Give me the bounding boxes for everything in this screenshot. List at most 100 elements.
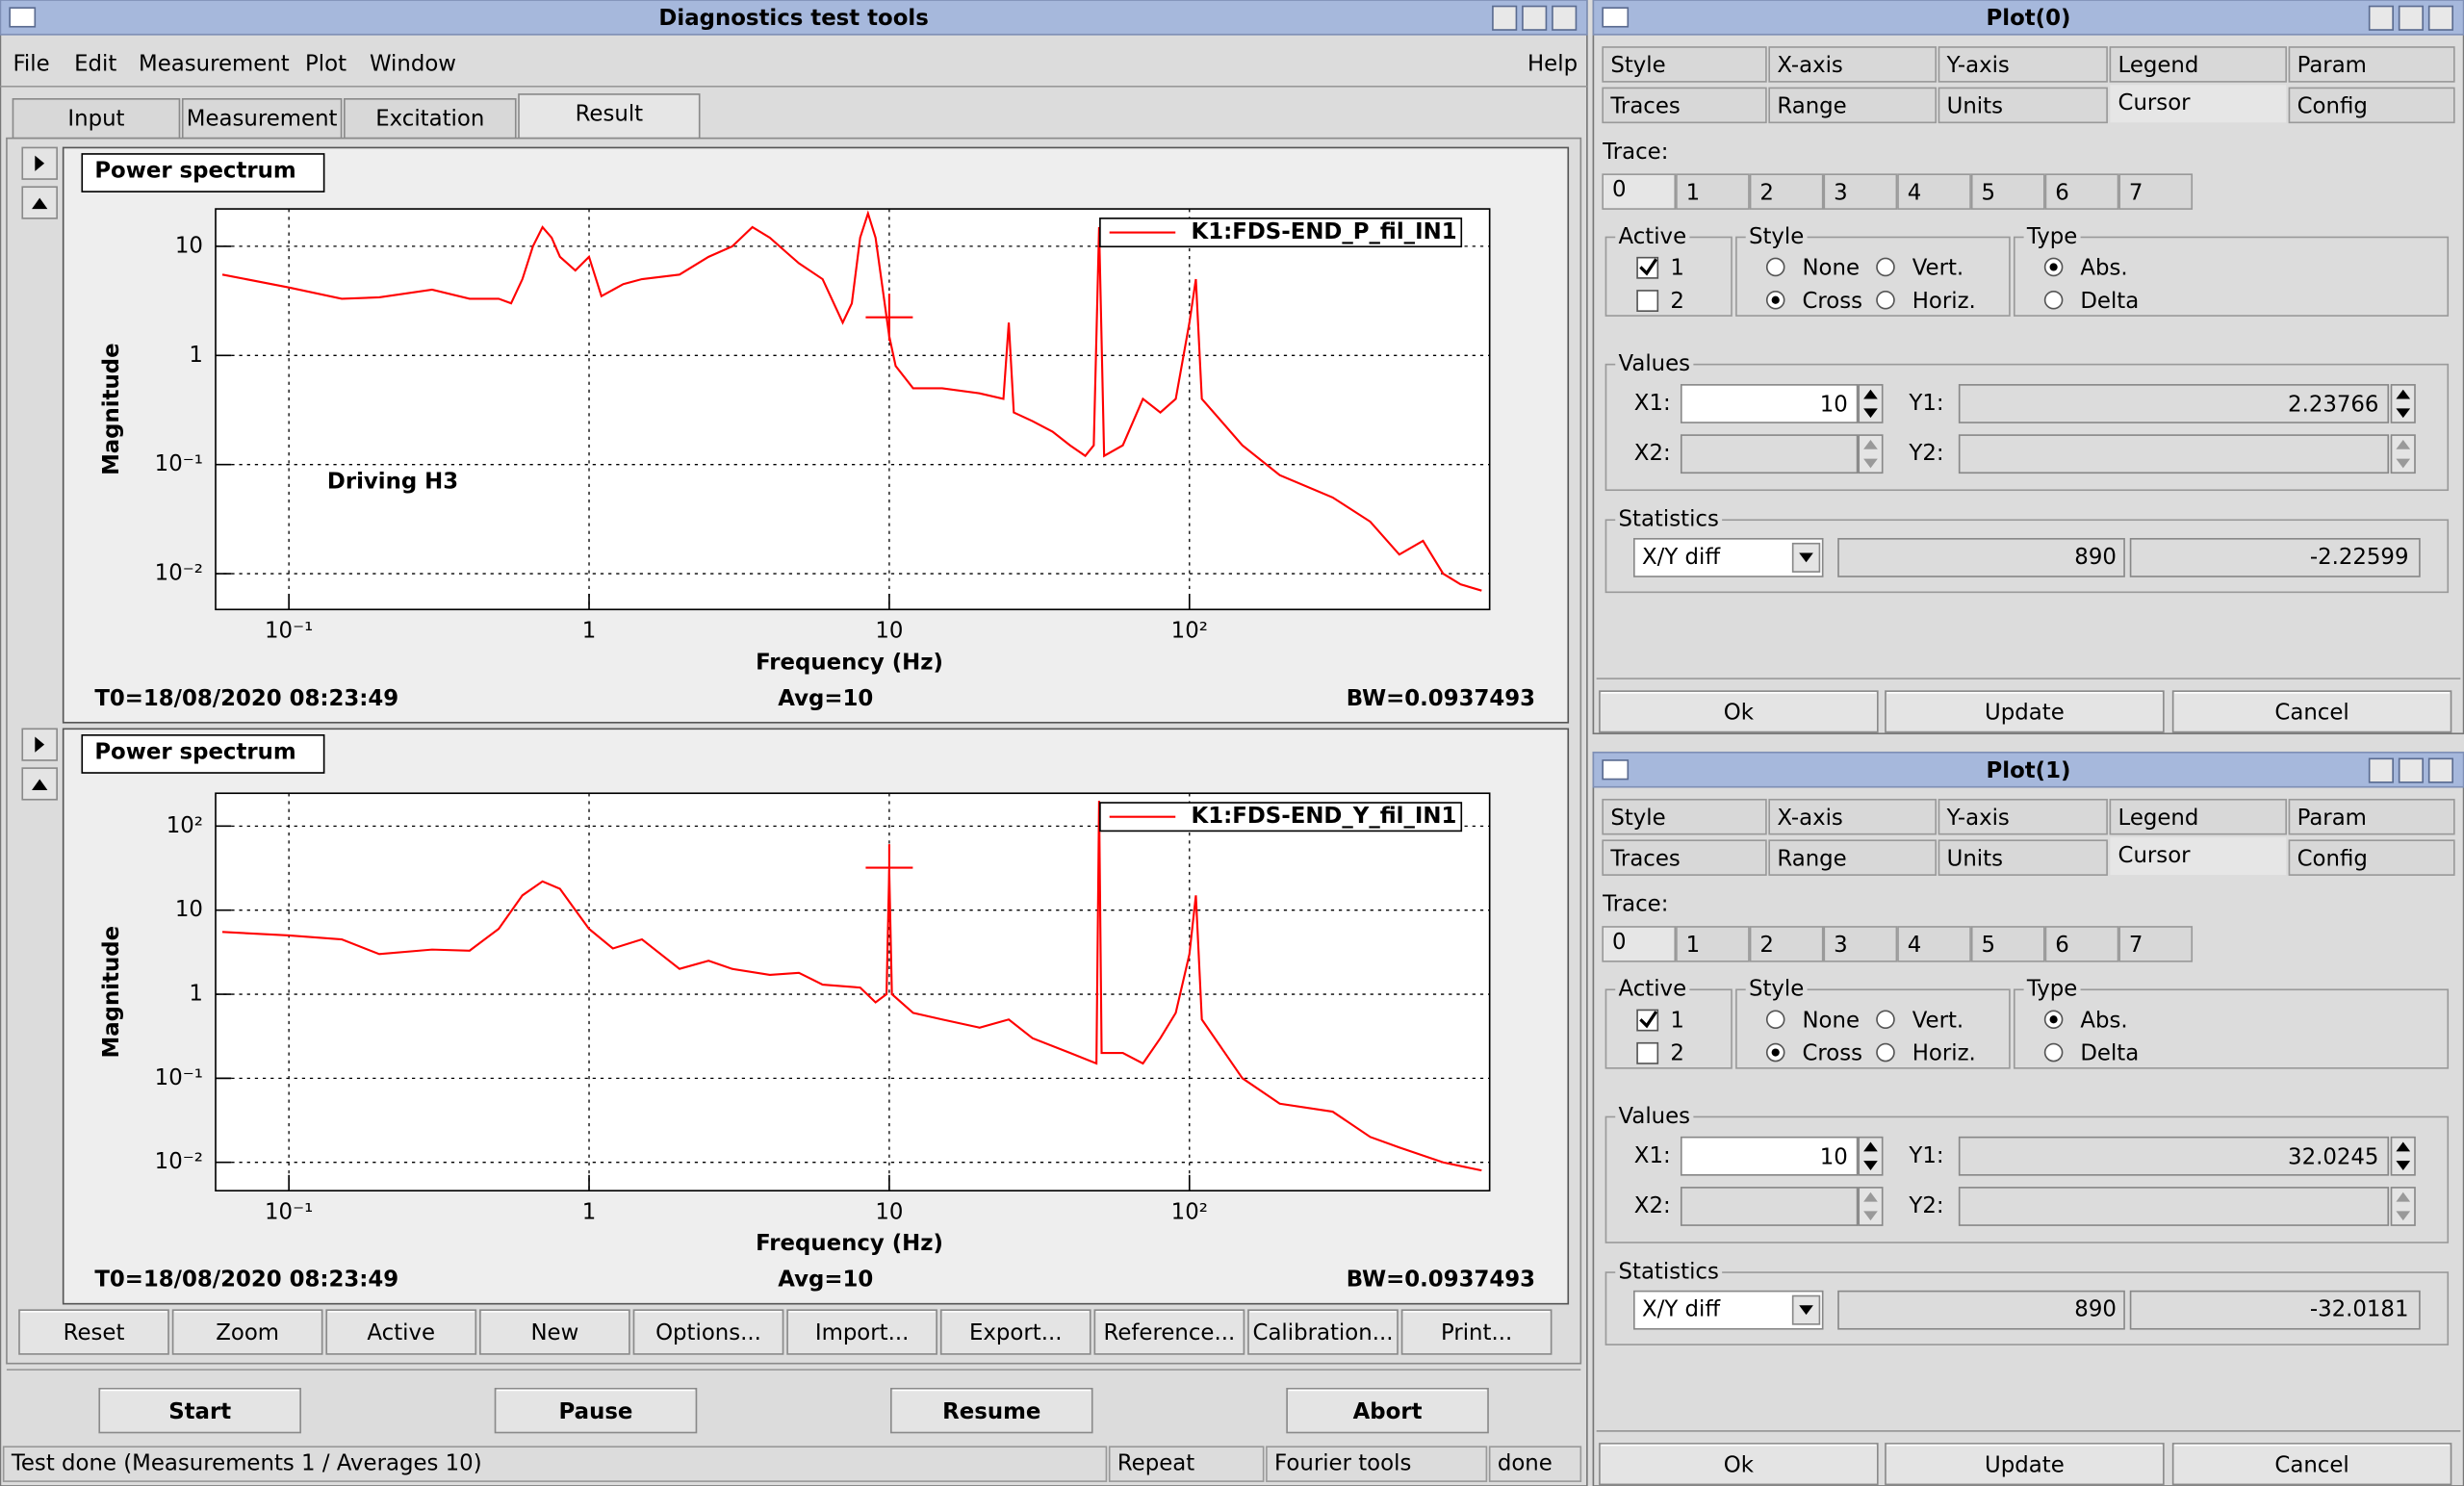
radio[interactable] <box>1876 257 1895 277</box>
trace-tab-label[interactable]: 5 <box>1982 933 1996 958</box>
dialog-button[interactable] <box>1885 1443 2165 1486</box>
tab[interactable] <box>12 98 181 140</box>
trace-tab-label[interactable]: 7 <box>2129 933 2143 958</box>
minimize-button[interactable] <box>2368 757 2394 783</box>
toolbar-button[interactable] <box>1247 1309 1399 1355</box>
dialog-button[interactable] <box>2171 690 2452 733</box>
dialog-button[interactable] <box>1599 1443 1879 1486</box>
tab[interactable] <box>2110 836 2287 876</box>
trace-tab-label[interactable]: 3 <box>1834 933 1848 958</box>
toolbar-button[interactable] <box>1400 1309 1553 1355</box>
radio[interactable] <box>1876 290 1895 310</box>
trace-tab[interactable] <box>2118 173 2194 210</box>
trace-tab[interactable] <box>1897 926 1971 962</box>
trace-tab[interactable] <box>1676 173 1750 210</box>
checkbox-label[interactable]: 2 <box>1670 289 1684 314</box>
combo-value[interactable]: X/Y diff <box>1642 1297 1721 1322</box>
tab-label[interactable]: Excitation <box>375 107 484 132</box>
tab[interactable] <box>2110 85 2287 123</box>
tab[interactable] <box>1768 87 1938 124</box>
dialog-button[interactable] <box>1885 690 2165 733</box>
menu-item[interactable]: Edit <box>74 51 116 76</box>
trace-tab[interactable] <box>1602 173 1677 210</box>
tab-label[interactable]: Measurement <box>187 107 338 132</box>
toolbar-button[interactable] <box>632 1309 784 1355</box>
checkbox-label[interactable]: 2 <box>1670 1041 1684 1066</box>
close-button[interactable] <box>2427 757 2453 783</box>
maximize-button[interactable] <box>2398 5 2424 31</box>
trace-tab-label[interactable]: 7 <box>2129 180 2143 205</box>
input-field[interactable] <box>1680 384 1859 423</box>
maximize-button[interactable] <box>1522 5 1548 31</box>
tab[interactable] <box>2288 87 2455 124</box>
tab[interactable] <box>2288 798 2455 835</box>
menu-item[interactable]: File <box>13 51 49 76</box>
tab[interactable] <box>1938 839 2108 876</box>
tab-label[interactable]: Param <box>2297 806 2367 831</box>
tab[interactable] <box>1768 798 1938 835</box>
menu-item[interactable]: Window <box>370 51 456 76</box>
menu-item[interactable]: Plot <box>305 51 346 76</box>
control-button[interactable] <box>890 1387 1093 1434</box>
toolbar-button[interactable] <box>171 1309 323 1355</box>
tab-label[interactable]: Legend <box>2118 53 2199 78</box>
radio-label[interactable]: Abs. <box>2080 1008 2127 1033</box>
tab[interactable] <box>1938 87 2108 124</box>
radio[interactable] <box>2043 1042 2064 1063</box>
close-button[interactable] <box>1552 5 1578 31</box>
tab-label[interactable]: Param <box>2297 53 2367 78</box>
trace-tab[interactable] <box>1749 926 1824 962</box>
combo-button[interactable] <box>1791 542 1821 573</box>
control-button[interactable] <box>98 1387 301 1434</box>
tab-label[interactable]: X-axis <box>1777 53 1842 78</box>
tab[interactable] <box>1768 839 1938 876</box>
toolbar-button[interactable] <box>479 1309 630 1355</box>
radio[interactable] <box>1876 1010 1895 1030</box>
trace-tab[interactable] <box>2118 926 2194 962</box>
tab[interactable] <box>2288 839 2455 876</box>
input-field[interactable] <box>1680 1187 1859 1226</box>
trace-tab-label[interactable]: 1 <box>1686 180 1701 205</box>
input-field[interactable] <box>1680 1136 1859 1176</box>
radio-label[interactable]: Vert. <box>1912 1008 1964 1033</box>
tab-label[interactable]: Units <box>1947 93 2003 118</box>
radio-label[interactable]: None <box>1802 256 1860 281</box>
trace-tab-label[interactable]: 4 <box>1908 933 1922 958</box>
input-field[interactable] <box>1680 434 1859 474</box>
radio-label[interactable]: Abs. <box>2080 256 2127 281</box>
trace-tab-label[interactable]: 5 <box>1982 180 1996 205</box>
dialog-button[interactable] <box>1599 690 1879 733</box>
tab-label[interactable]: Range <box>1777 846 1846 871</box>
trace-tab[interactable] <box>1602 926 1677 962</box>
minimize-button[interactable] <box>2368 5 2394 31</box>
trace-tab[interactable] <box>1970 926 2045 962</box>
trace-tab-label[interactable]: 4 <box>1908 180 1922 205</box>
radio[interactable] <box>1765 1010 1785 1030</box>
tab[interactable] <box>2288 46 2455 83</box>
tab-label[interactable]: Traces <box>1609 93 1680 118</box>
toolbar-button[interactable] <box>18 1309 169 1355</box>
trace-tab[interactable] <box>1897 173 1971 210</box>
tab[interactable] <box>1602 46 1767 83</box>
tab[interactable] <box>2109 798 2287 835</box>
checkbox-label[interactable]: 1 <box>1670 256 1684 281</box>
toolbar-button[interactable] <box>939 1309 1091 1355</box>
radio-label[interactable]: Horiz. <box>1912 1041 1976 1066</box>
trace-tab[interactable] <box>1749 173 1824 210</box>
tab-label[interactable]: Y-axis <box>1946 53 2010 78</box>
close-button[interactable] <box>2427 5 2453 31</box>
tab-label[interactable]: Style <box>1610 53 1665 78</box>
radio-label[interactable]: Horiz. <box>1912 289 1976 314</box>
radio-label[interactable]: Cross <box>1802 1041 1862 1066</box>
radio[interactable] <box>1765 257 1785 277</box>
tab-label[interactable]: Result <box>576 102 644 127</box>
radio-label[interactable]: Cross <box>1802 289 1862 314</box>
control-button[interactable] <box>1286 1387 1489 1434</box>
radio-label[interactable]: Vert. <box>1912 256 1964 281</box>
tab-label[interactable]: Range <box>1777 93 1846 118</box>
combo-box[interactable] <box>1633 1290 1824 1330</box>
tab[interactable] <box>1938 798 2108 835</box>
tab[interactable] <box>1602 798 1767 835</box>
radio[interactable] <box>1876 1042 1895 1063</box>
trace-tab-label[interactable]: 2 <box>1759 933 1774 958</box>
